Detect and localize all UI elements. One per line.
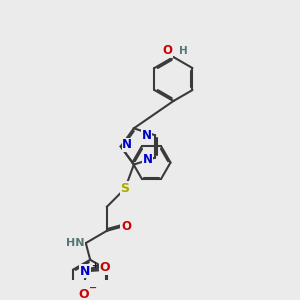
Text: N: N (142, 129, 152, 142)
Text: HN: HN (66, 238, 84, 248)
Text: +: + (91, 261, 98, 270)
Text: O: O (163, 44, 173, 57)
Text: O: O (78, 288, 89, 300)
Text: H: H (179, 46, 188, 56)
Text: O: O (121, 220, 131, 233)
Text: N: N (143, 153, 153, 166)
Text: N: N (80, 265, 90, 278)
Text: N: N (122, 139, 132, 152)
Text: S: S (121, 182, 130, 195)
Text: −: − (89, 283, 97, 293)
Text: O: O (100, 261, 110, 274)
